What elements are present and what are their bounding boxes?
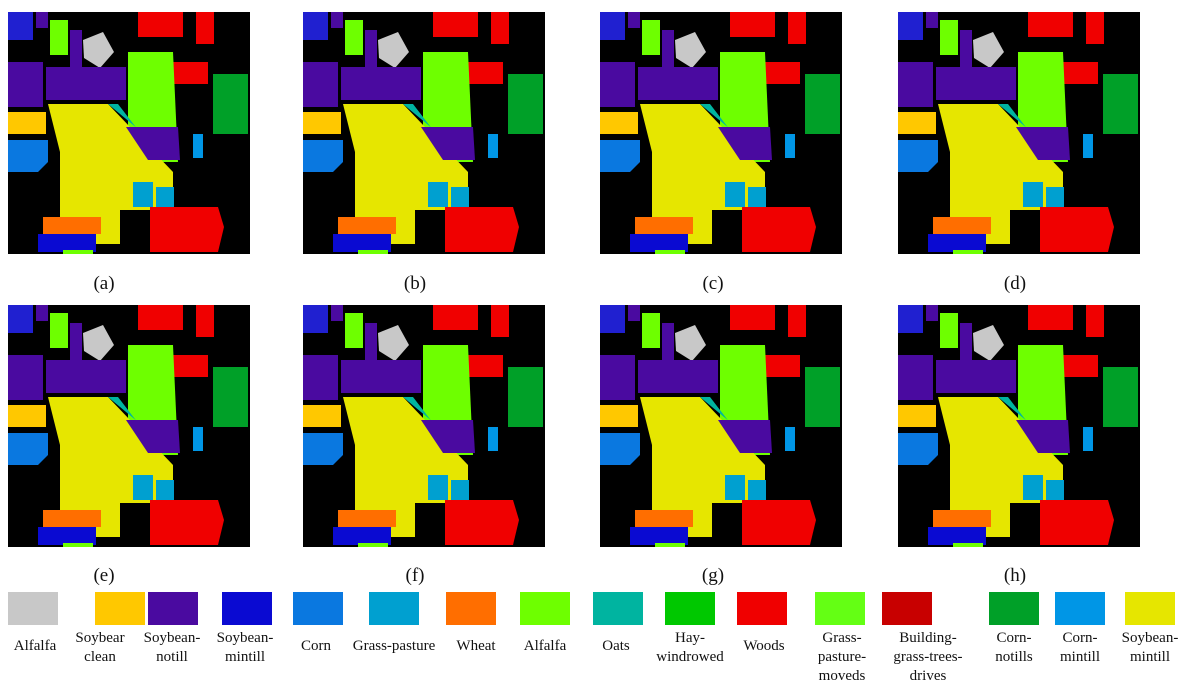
panel-label: (f) xyxy=(406,565,425,586)
legend-swatch xyxy=(665,592,715,625)
classification-map xyxy=(8,305,250,547)
legend-swatch xyxy=(1125,592,1175,625)
legend-swatch xyxy=(593,592,643,625)
panel-label: (a) xyxy=(93,273,114,294)
panel-label: (b) xyxy=(404,273,426,294)
classification-map xyxy=(898,305,1140,547)
legend-label: Oats xyxy=(602,638,630,654)
classification-map xyxy=(898,12,1140,254)
panel-label: (d) xyxy=(1004,273,1026,294)
classification-map xyxy=(303,12,545,254)
legend-swatch xyxy=(148,592,198,625)
legend-label: Wheat xyxy=(456,638,496,654)
legend-swatch xyxy=(369,592,419,625)
classification-map xyxy=(600,305,842,547)
legend-label: pasture- xyxy=(818,649,866,665)
legend-label: Grass-pasture xyxy=(353,638,436,654)
legend-swatch xyxy=(8,592,58,625)
legend-label: mintill xyxy=(1130,649,1170,665)
panel-label: (h) xyxy=(1004,565,1026,586)
panel-label: (c) xyxy=(702,273,723,294)
panel-label: (g) xyxy=(702,565,724,586)
legend-label: clean xyxy=(84,649,116,665)
legend-label: Alfalfa xyxy=(524,638,567,654)
legend-label: Alfalfa xyxy=(14,638,57,654)
legend-label: Corn xyxy=(301,638,332,654)
legend-label: Corn- xyxy=(997,630,1032,646)
legend-swatch xyxy=(222,592,272,625)
legend-label: Soybean- xyxy=(1122,630,1179,646)
classification-map xyxy=(303,305,545,547)
legend-swatch xyxy=(989,592,1039,625)
legend-label: Corn- xyxy=(1063,630,1098,646)
legend-label: Grass- xyxy=(822,630,861,646)
figure: (a) (b) (c) (d) (e) (f) (g) (h) Alfalfa Soybear cl… xyxy=(0,0,1182,683)
panel-label: (e) xyxy=(93,565,114,586)
legend-label: Soybean- xyxy=(217,630,274,646)
legend-swatch xyxy=(882,592,932,625)
legend-swatch xyxy=(1055,592,1105,625)
legend-label: grass-trees- xyxy=(893,649,962,665)
classification-map xyxy=(600,12,842,254)
legend-label: notill xyxy=(156,649,188,665)
legend-label: drives xyxy=(910,668,947,683)
legend-label: notills xyxy=(995,649,1033,665)
legend-swatch xyxy=(446,592,496,625)
legend-label: mintill xyxy=(225,649,265,665)
legend-label: moveds xyxy=(819,668,866,683)
legend-swatch xyxy=(520,592,570,625)
legend-label: mintill xyxy=(1060,649,1100,665)
legend-swatch xyxy=(95,592,145,625)
legend-label: Hay- xyxy=(675,630,705,646)
legend-label: Soybear xyxy=(75,630,124,646)
classification-map xyxy=(8,12,250,254)
legend-swatch xyxy=(737,592,787,625)
legend-label: windrowed xyxy=(656,649,724,665)
legend-label: Building- xyxy=(899,630,957,646)
legend-label: Soybean- xyxy=(144,630,201,646)
legend-swatch xyxy=(815,592,865,625)
legend-label: Woods xyxy=(743,638,784,654)
legend-swatch xyxy=(293,592,343,625)
